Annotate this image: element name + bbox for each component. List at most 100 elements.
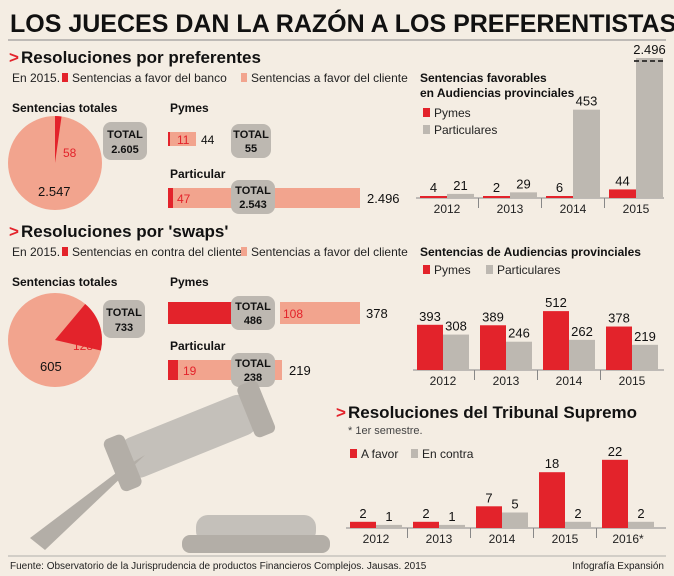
- gavel-head: [103, 380, 276, 492]
- aud-tick-2014: 2014: [556, 374, 583, 388]
- aud-bar-2014-0: [543, 311, 569, 370]
- fav-bar-2015-1: [636, 58, 663, 198]
- fav-value-2012-1: 21: [453, 178, 467, 193]
- section-title-supremo: Resoluciones del Tribunal Supremo: [348, 403, 637, 422]
- section-title-swaps: Resoluciones por 'swaps': [21, 222, 228, 241]
- pref-pymes-bank-value: 11: [177, 133, 190, 147]
- pref-particular-label: Particular: [170, 167, 226, 181]
- gavel-illustration: [30, 380, 330, 553]
- swaps-pymes-client-value: 108: [283, 307, 303, 321]
- sup-value-2013-1: 1: [448, 509, 455, 524]
- fav-tick-2012: 2012: [434, 202, 461, 216]
- pie2-total-badge: [103, 300, 145, 338]
- swaps-particular-against-bar: [168, 360, 178, 380]
- aud-value-2012-0: 393: [419, 309, 441, 324]
- section-arrow-swaps: >: [9, 222, 19, 241]
- fav-legend-swatch-pymes: [423, 108, 430, 117]
- section-arrow-preferentes: >: [9, 48, 19, 67]
- fav-value-2015-1: 2.496: [633, 42, 666, 57]
- legend-prefix-swaps: En 2015.: [12, 245, 60, 259]
- aud-tick-2013: 2013: [493, 374, 520, 388]
- pref-particular-client-value: 2.496: [367, 191, 400, 206]
- aud-value-2014-0: 512: [545, 295, 567, 310]
- fav-value-2012-0: 4: [430, 180, 437, 195]
- sup-value-2016*-0: 22: [608, 444, 622, 459]
- sup-bar-2015-1: [565, 521, 591, 528]
- pref-particular-total-value: 2.543: [239, 199, 267, 211]
- sup-bar-2013-0: [413, 521, 439, 528]
- pref-particular-total-label: TOTAL: [235, 185, 271, 197]
- swaps-pymes-grand-value: 378: [366, 306, 388, 321]
- pie2-total-value: 733: [115, 322, 133, 334]
- pref-particular-bank-bar: [168, 188, 173, 208]
- sup-tick-2013: 2013: [426, 532, 453, 546]
- swaps-particular-against-value: 19: [183, 364, 197, 378]
- swaps-particular-total-label: TOTAL: [235, 358, 271, 370]
- pie2-label-favor: 605: [40, 359, 62, 374]
- fav-value-2015-0: 44: [615, 173, 629, 188]
- aud-bar-2014-1: [569, 339, 595, 370]
- legend-swatch-contra: [62, 247, 68, 256]
- sup-tick-2016*: 2016*: [612, 532, 644, 546]
- chart-audiencias: 393 308 2012 389 246 2013 512 262 2014 378 219 2015: [413, 295, 664, 388]
- pref-pymes-client-value: 44: [201, 133, 215, 147]
- supremo-note: * 1er semestre.: [348, 425, 423, 437]
- aud-bar-2012-1: [443, 334, 469, 370]
- sup-value-2016*-1: 2: [637, 506, 644, 521]
- swaps-pymes-total-badge: [231, 296, 275, 330]
- aud-bar-2015-1: [632, 344, 658, 370]
- aud-value-2013-1: 246: [508, 326, 530, 341]
- pie1-total-label: TOTAL: [107, 129, 143, 141]
- legend-label-cliente: Sentencias a favor del cliente: [251, 71, 408, 85]
- fav-bar-2012-0: [420, 196, 447, 198]
- sup-value-2014-0: 7: [485, 490, 492, 505]
- pref-pymes-total-value: 55: [245, 143, 257, 155]
- credit-text: Infografía Expansión: [572, 561, 664, 572]
- fav-bar-2014-1: [573, 109, 600, 198]
- fav-bar-2012-1: [447, 193, 474, 198]
- main-title: LOS JUECES DAN LA RAZÓN A LOS PREFERENTI…: [10, 8, 674, 38]
- fav-legend-swatch-particulares: [423, 125, 430, 134]
- aud-legend-particulares: Particulares: [497, 263, 560, 277]
- pref-pymes-bank-bar: [168, 132, 170, 146]
- fav-title-line1: Sentencias favorables: [420, 71, 547, 85]
- swaps-pymes-total-label: TOTAL: [235, 301, 271, 313]
- sup-legend-swatch-contra: [411, 449, 418, 458]
- sup-bar-2012-0: [350, 521, 376, 528]
- pie1-label-banco: 58: [63, 146, 77, 160]
- source-text: Fuente: Observatorio de la Jurisprudenci…: [10, 561, 427, 572]
- swaps-pymes-client-bar: [280, 302, 360, 324]
- fav-value-2013-0: 2: [493, 180, 500, 195]
- gavel-block-base: [182, 535, 330, 553]
- pref-pymes-client-bar: [170, 132, 196, 146]
- aud-legend-pymes: Pymes: [434, 263, 471, 277]
- pie1-label-cliente: 2.547: [38, 184, 71, 199]
- legend-swatch-banco: [62, 73, 68, 82]
- swaps-particular-client-value: 219: [289, 363, 311, 378]
- fav-tick-2013: 2013: [497, 202, 524, 216]
- pie-chart-preferentes: [8, 116, 102, 210]
- swaps-particular-total-badge: [231, 353, 275, 387]
- pie-chart-swaps: [8, 293, 102, 387]
- legend-prefix-preferentes: En 2015.: [12, 71, 60, 85]
- aud-value-2015-0: 378: [608, 311, 630, 326]
- fav-bar-2014-0: [546, 196, 573, 198]
- fav-value-2014-0: 6: [556, 180, 563, 195]
- aud-tick-2012: 2012: [430, 374, 457, 388]
- legend-label-favor: Sentencias a favor del cliente: [251, 245, 408, 259]
- sup-legend-swatch-favor: [350, 449, 357, 458]
- fav-bar-2013-1: [510, 192, 537, 198]
- legend-swatch-cliente: [241, 73, 247, 82]
- aud-value-2015-1: 219: [634, 329, 656, 344]
- aud-value-2013-0: 389: [482, 309, 504, 324]
- legend-label-banco: Sentencias a favor del banco: [72, 71, 227, 85]
- gavel-handle: [30, 455, 145, 550]
- sup-bar-2013-1: [439, 524, 465, 528]
- sup-value-2012-0: 2: [359, 506, 366, 521]
- legend-label-contra: Sentencias en contra del cliente: [72, 245, 242, 259]
- section-arrow-supremo: >: [336, 403, 346, 422]
- fav-tick-2015: 2015: [623, 202, 650, 216]
- pie2-subtitle: Sentencias totales: [12, 275, 118, 289]
